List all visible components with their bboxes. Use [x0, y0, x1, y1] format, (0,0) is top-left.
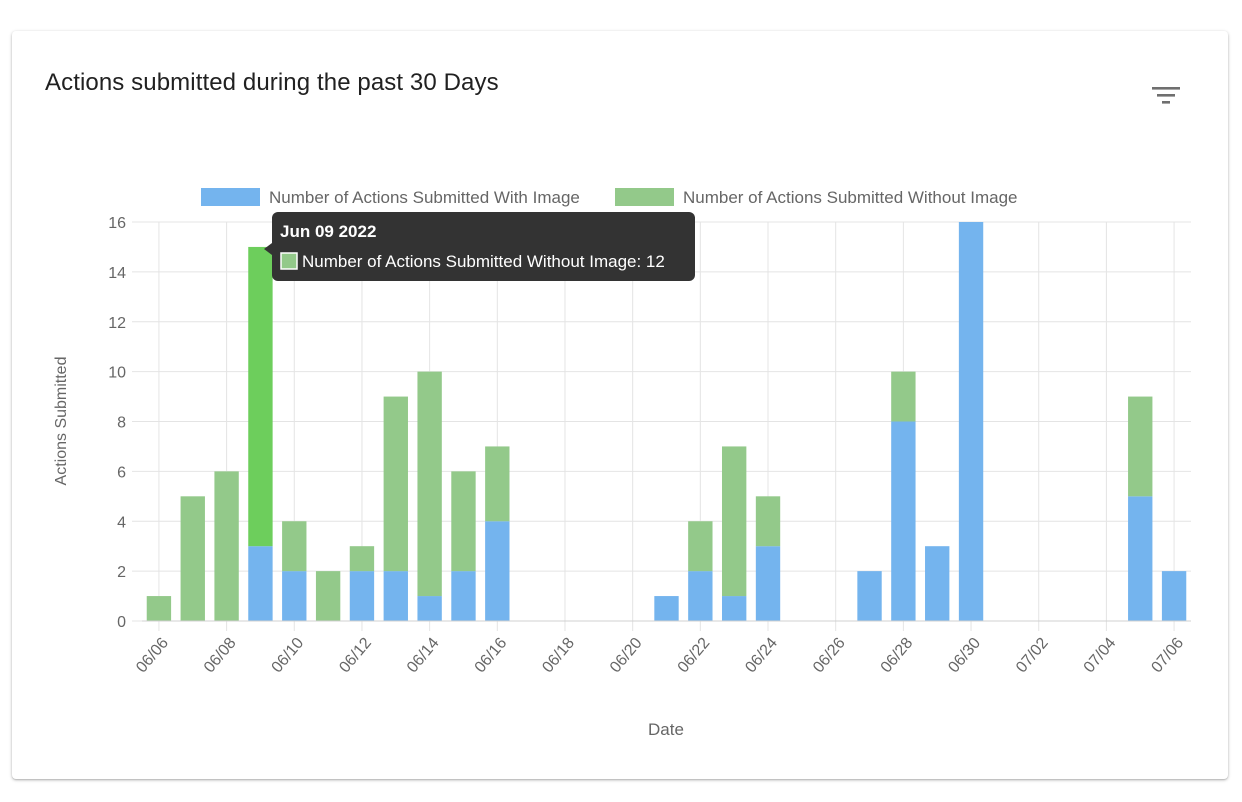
bar-with-image[interactable]	[1161, 571, 1187, 621]
bar-with-image[interactable]	[654, 596, 679, 621]
tooltip-title: Jun 09 2022	[280, 222, 376, 241]
chart-grid	[132, 221, 1191, 631]
bar-without-image[interactable]	[417, 371, 442, 597]
x-tick-label: 07/04	[1081, 635, 1120, 677]
bar-without-image[interactable]	[1128, 396, 1153, 497]
bar-without-image[interactable]	[282, 521, 307, 572]
bar-without-image[interactable]	[721, 446, 747, 597]
y-tick-label: 14	[108, 265, 126, 282]
bar-without-image[interactable]	[349, 546, 375, 572]
y-tick-label: 12	[108, 315, 126, 332]
chart-card: Actions submitted during the past 30 Day…	[12, 31, 1228, 779]
y-tick-label: 10	[108, 365, 126, 382]
legend: Number of Actions Submitted With Image N…	[201, 188, 1018, 207]
x-tick-label: 06/06	[133, 635, 172, 677]
x-tick-label: 06/30	[945, 635, 984, 677]
bar-without-image[interactable]	[891, 371, 916, 422]
bar-with-image[interactable]	[857, 571, 882, 621]
x-tick-label: 06/22	[675, 635, 714, 677]
bar-without-image[interactable]	[688, 521, 713, 572]
bar-with-image[interactable]	[891, 421, 916, 622]
y-tick-label: 2	[117, 564, 126, 581]
tooltip-color-swatch	[280, 252, 298, 270]
legend-label-without-image[interactable]: Number of Actions Submitted Without Imag…	[683, 188, 1018, 207]
x-tick-label: 06/28	[878, 635, 917, 677]
x-tick-label: 06/20	[607, 635, 646, 677]
bar-with-image[interactable]	[925, 546, 950, 621]
bar-without-image[interactable]	[383, 396, 408, 572]
tooltip-box	[272, 212, 695, 281]
x-tick-label: 07/06	[1148, 635, 1187, 677]
tooltip-label: Number of Actions Submitted Without Imag…	[302, 252, 665, 271]
y-tick-label: 16	[108, 215, 126, 232]
y-axis-title: Actions Submitted	[53, 357, 70, 486]
bar-with-image[interactable]	[485, 521, 510, 621]
bar-with-image[interactable]	[349, 571, 375, 621]
x-tick-label: 06/18	[539, 635, 578, 677]
bar-with-image[interactable]	[248, 546, 273, 621]
bar-without-image[interactable]	[315, 571, 341, 621]
y-tick-label: 8	[117, 415, 126, 432]
bar-with-image[interactable]	[755, 546, 781, 621]
legend-swatch-without-image[interactable]	[615, 188, 674, 206]
bar-with-image[interactable]	[383, 571, 408, 621]
x-tick-label: 06/12	[336, 635, 375, 677]
x-axis-title: Date	[648, 720, 684, 739]
tooltip-caret	[264, 243, 272, 255]
x-tick-label: 06/16	[472, 635, 511, 677]
bar-without-image[interactable]	[248, 246, 273, 547]
bar-without-image[interactable]	[485, 446, 510, 522]
bar-with-image[interactable]	[688, 571, 713, 621]
filter-list-icon	[1152, 87, 1180, 104]
legend-swatch-with-image[interactable]	[201, 188, 260, 206]
bar-with-image[interactable]	[282, 571, 307, 621]
bar-without-image[interactable]	[146, 596, 172, 621]
bar-with-image[interactable]	[721, 596, 747, 621]
x-tick-label: 06/08	[201, 635, 240, 677]
x-tick-label: 06/10	[269, 635, 308, 677]
card-title: Actions submitted during the past 30 Day…	[45, 69, 499, 96]
bar-with-image[interactable]	[1128, 496, 1153, 621]
chart-bars	[146, 222, 1187, 622]
y-tick-label: 6	[117, 464, 126, 481]
bar-without-image[interactable]	[180, 496, 205, 621]
x-tick-label: 07/02	[1013, 635, 1052, 677]
tooltip: Jun 09 2022 Number of Actions Submitted …	[264, 212, 695, 281]
bar-with-image[interactable]	[417, 596, 442, 621]
y-tick-label: 0	[117, 614, 126, 631]
bar-with-image[interactable]	[958, 222, 984, 621]
filter-button[interactable]	[1146, 75, 1186, 115]
bar-without-image[interactable]	[755, 496, 781, 547]
x-tick-label: 06/26	[810, 635, 849, 677]
x-tick-label: 06/14	[404, 635, 443, 677]
y-tick-label: 4	[117, 514, 126, 531]
bar-with-image[interactable]	[451, 571, 476, 621]
bar-without-image[interactable]	[214, 471, 239, 621]
legend-label-with-image[interactable]: Number of Actions Submitted With Image	[269, 188, 580, 207]
x-tick-label: 06/24	[742, 635, 781, 677]
bar-without-image[interactable]	[451, 471, 476, 572]
